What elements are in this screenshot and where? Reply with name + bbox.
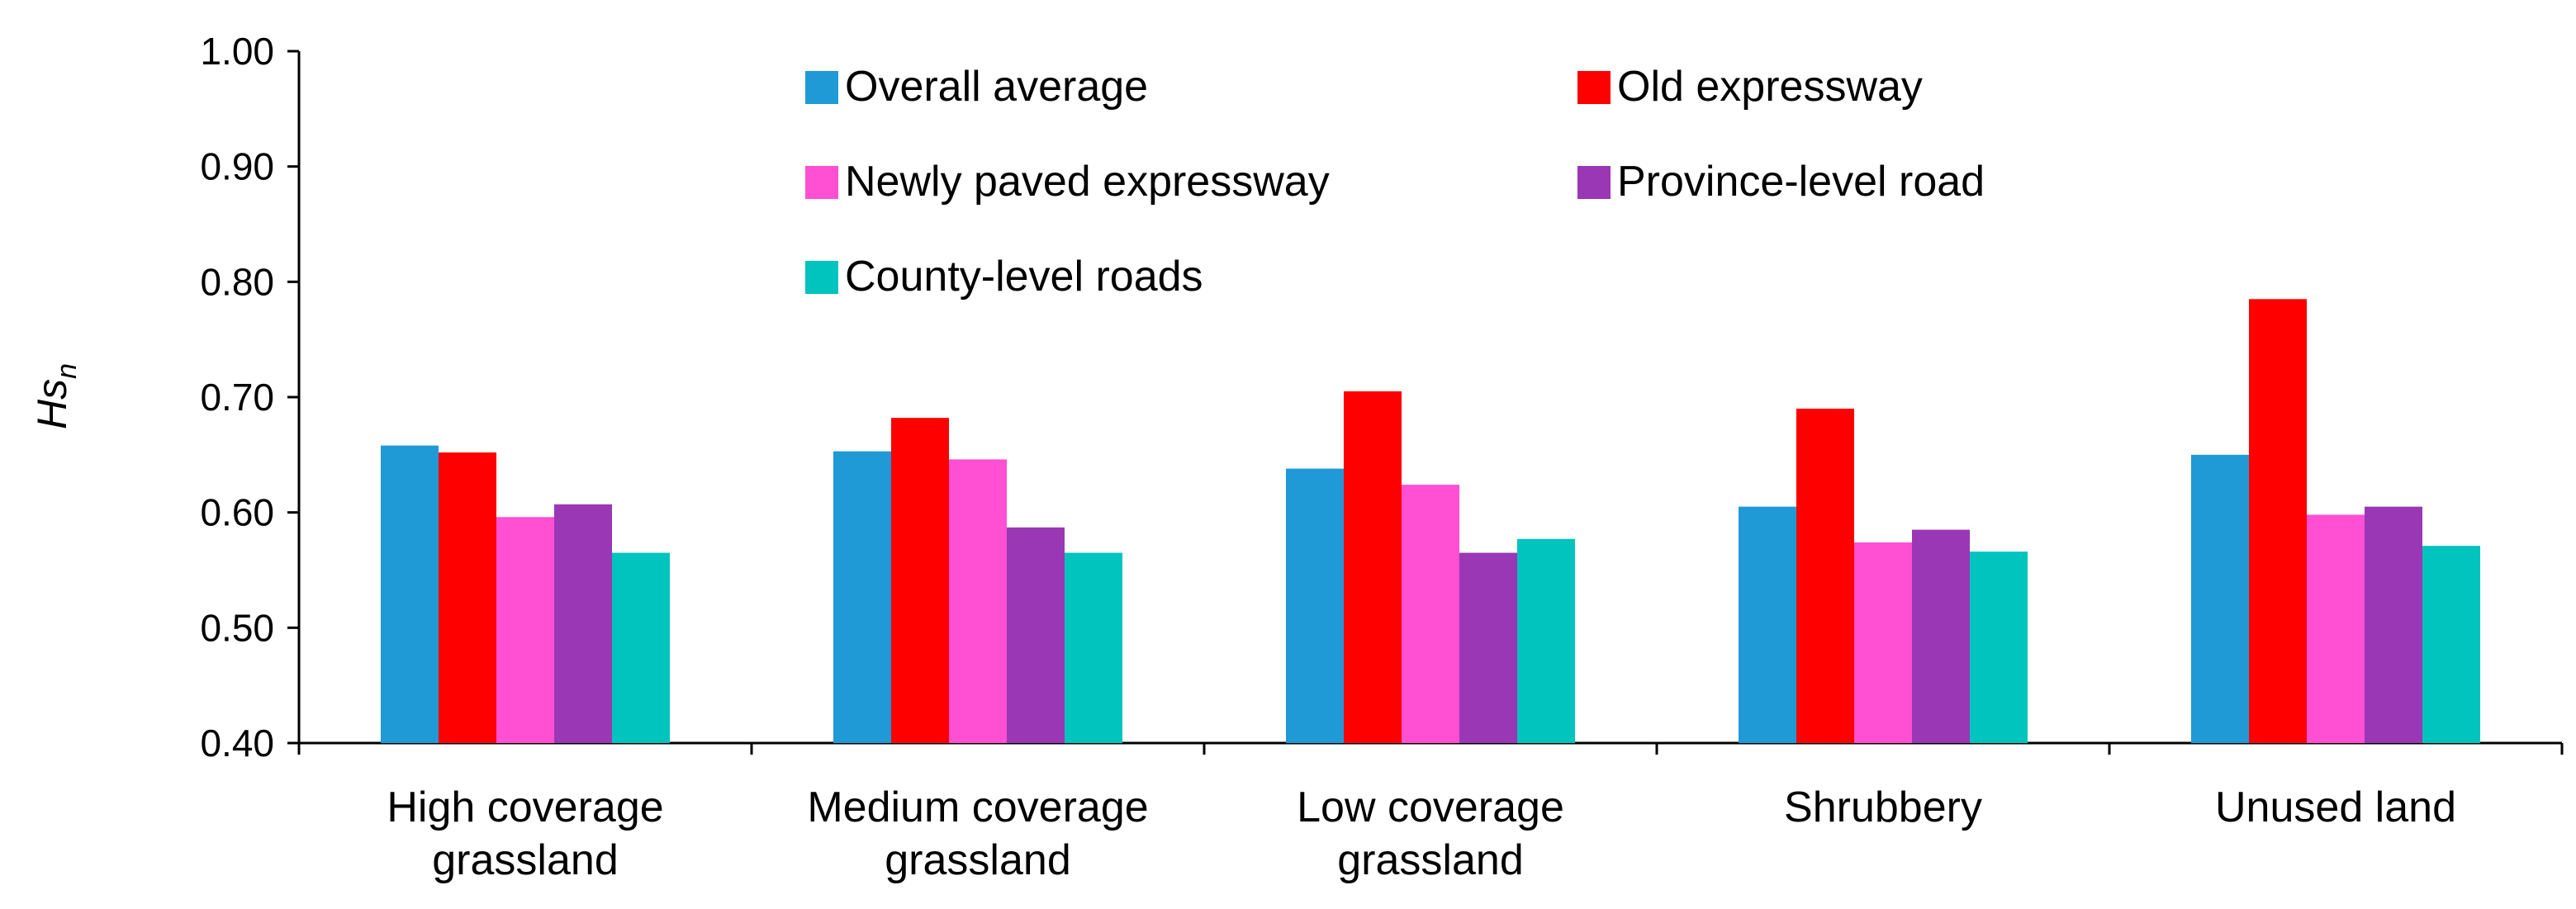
bar (2307, 514, 2365, 743)
y-tick-label: 0.50 (200, 606, 274, 649)
bar (554, 504, 612, 743)
bar (439, 452, 496, 743)
bar (1007, 527, 1065, 743)
y-tick-label: 0.60 (200, 491, 274, 534)
legend-label: County-level roads (845, 253, 1203, 301)
y-tick-label: 1.00 (200, 30, 274, 73)
bar (1854, 542, 1912, 743)
y-tick-label: 0.40 (200, 722, 274, 765)
legend-label: Province-level road (1617, 158, 1985, 206)
y-tick-label: 0.80 (200, 260, 274, 303)
bars (381, 299, 2480, 743)
x-tick-label: grassland (885, 836, 1070, 884)
y-tick-label: 0.90 (200, 145, 274, 188)
x-tick-label: grassland (1337, 836, 1523, 884)
axes: 0.40 0.50 0.60 0.70 0.80 0.90 1.00 (200, 30, 2564, 765)
legend-swatch (805, 71, 838, 104)
bar (1065, 552, 1122, 743)
y-tick-label: 0.70 (200, 376, 274, 419)
bar (833, 451, 891, 743)
x-tick-label: High coverage (387, 784, 663, 831)
legend-swatch (1577, 166, 1611, 199)
bar (1739, 506, 1796, 743)
category-labels: High coverage grassland Medium coverage gra… (387, 784, 2456, 884)
x-tick-label: grassland (432, 836, 618, 884)
bar (496, 517, 554, 743)
legend-swatch (1577, 71, 1611, 104)
legend: Overall average Old expressway Newly paved… (805, 63, 1985, 301)
bar (1970, 552, 2028, 743)
bar (2191, 454, 2249, 743)
bar (381, 445, 439, 743)
x-tick-label: Shrubbery (1784, 784, 1982, 831)
bar (2365, 506, 2422, 743)
bar (2249, 299, 2307, 743)
legend-swatch (805, 166, 838, 199)
legend-label: Overall average (845, 63, 1148, 111)
bar (2422, 546, 2480, 743)
legend-swatch (805, 261, 838, 294)
bar (1796, 408, 1854, 743)
bar (1402, 485, 1459, 743)
x-tick-label: Medium coverage (807, 784, 1148, 831)
bar (1344, 391, 1402, 743)
bar (1517, 538, 1575, 743)
legend-label: Newly paved expressway (845, 158, 1330, 206)
bar (1286, 468, 1344, 743)
x-tick-label: Unused land (2215, 784, 2456, 831)
y-axis-label-text: Hsn (29, 363, 83, 429)
bar (1459, 552, 1517, 743)
y-axis-label: Hsn (29, 363, 83, 429)
legend-label: Old expressway (1617, 63, 1923, 111)
bar (891, 418, 949, 743)
bar (612, 552, 670, 743)
x-tick-label: Low coverage (1297, 784, 1564, 831)
bar (949, 459, 1007, 743)
bar (1912, 529, 1970, 743)
